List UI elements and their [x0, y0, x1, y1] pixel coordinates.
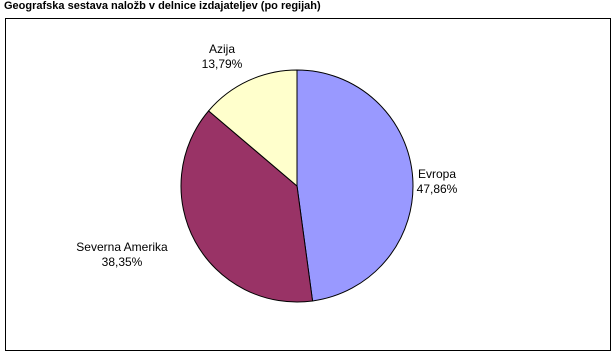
- pie-slice: [296, 69, 414, 302]
- pie-slice: [180, 110, 314, 303]
- pie-slice: [207, 69, 298, 188]
- chart-title: Geografska sestava naložb v delnice izda…: [4, 0, 321, 12]
- slice-value-label: 47,86%: [417, 182, 458, 196]
- slice-label: Evropa: [418, 167, 456, 181]
- slice-value-label: 13,79%: [202, 57, 243, 71]
- slice-value-label: 38,35%: [102, 255, 143, 269]
- slice-label: Severna Amerika: [76, 240, 168, 254]
- slice-label: Azija: [209, 42, 235, 56]
